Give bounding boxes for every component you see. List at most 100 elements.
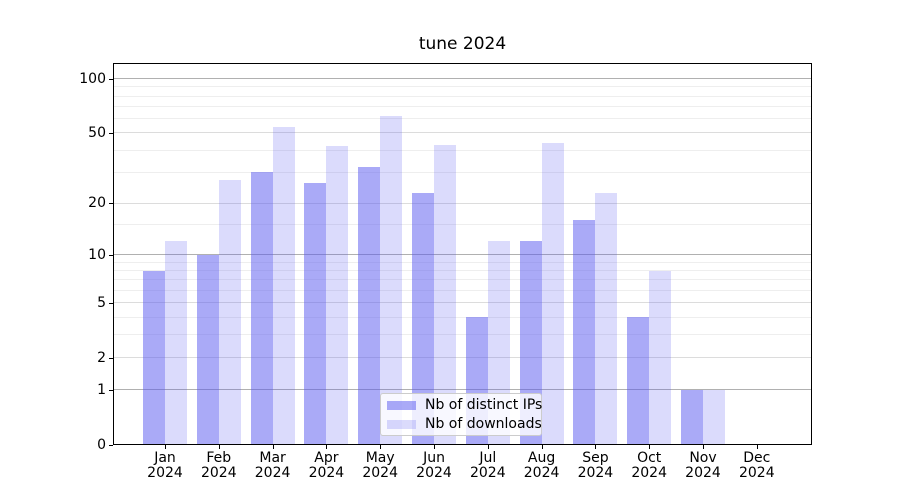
gridline-minor	[113, 261, 812, 263]
y-tick	[109, 78, 113, 80]
gridline-minor	[113, 171, 812, 173]
bar-distinct-ips-feb	[196, 254, 219, 445]
bar-downloads-feb	[218, 180, 241, 445]
x-tick-label: Oct 2024	[622, 451, 676, 481]
y-tick-label: 5	[97, 294, 106, 311]
gridline-minor	[113, 334, 812, 336]
x-tick-year: 2024	[523, 465, 560, 481]
x-tick-month: Jan	[154, 450, 176, 466]
x-tick	[595, 445, 597, 449]
bar-downloads-may	[380, 116, 403, 445]
legend-label-downloads: Nb of downloads	[425, 415, 542, 432]
gridline-minor	[113, 95, 812, 97]
bar-downloads-aug	[541, 142, 564, 445]
x-tick	[756, 445, 758, 449]
bar-downloads-mar	[272, 126, 295, 445]
x-tick	[380, 445, 382, 449]
x-tick	[541, 445, 543, 449]
gridline-major	[113, 132, 812, 134]
x-tick-month: Oct	[637, 450, 662, 466]
gridline-minor	[113, 86, 812, 88]
gridline-major	[113, 78, 812, 80]
y-tick-label: 10	[88, 246, 106, 263]
y-tick-label: 20	[88, 195, 106, 212]
x-tick	[703, 445, 704, 449]
gridline-minor	[113, 316, 812, 318]
gridline-major	[113, 389, 812, 391]
x-tick-label: Apr 2024	[299, 451, 353, 481]
x-tick-year: 2024	[254, 465, 291, 481]
gridline-major	[113, 254, 812, 256]
y-tick	[109, 132, 113, 134]
y-tick-label: 100	[79, 70, 106, 87]
x-tick-year: 2024	[416, 465, 452, 481]
y-tick-label: 2	[97, 349, 106, 366]
x-tick-label: Aug 2024	[515, 451, 569, 481]
x-tick-year: 2024	[308, 465, 345, 481]
y-tick	[109, 254, 113, 256]
x-tick-label: Jan 2024	[138, 451, 192, 481]
bar-downloads-oct	[649, 270, 672, 445]
x-tick-year: 2024	[577, 465, 614, 481]
y-tick-label: 0	[97, 437, 106, 453]
x-tick-year: 2024	[738, 465, 775, 481]
bar-downloads-jun	[434, 144, 456, 445]
gridline-minor	[113, 270, 812, 272]
bar-downloads-apr	[326, 146, 349, 445]
bar-distinct-ips-nov	[681, 389, 703, 445]
x-tick-month: Apr	[314, 450, 339, 466]
x-tick-month: Mar	[259, 450, 286, 466]
bar-downloads-nov	[703, 389, 725, 445]
x-tick	[434, 445, 435, 449]
x-tick-year: 2024	[631, 465, 667, 481]
legend-label-distinct-ips: Nb of distinct IPs	[425, 396, 543, 413]
x-tick-year: 2024	[469, 465, 506, 481]
bar-distinct-ips-jan	[143, 270, 165, 445]
x-tick	[218, 445, 220, 449]
x-tick-month: Dec	[743, 450, 771, 466]
x-tick-label: May 2024	[353, 451, 407, 481]
y-tick-label: 1	[97, 381, 106, 398]
x-tick-month: Jul	[479, 450, 497, 466]
bar-distinct-ips-oct	[627, 317, 650, 445]
x-tick-month: Nov	[689, 450, 717, 466]
legend-item-distinct-ips: Nb of distinct IPs	[387, 396, 543, 413]
x-tick-month: Sep	[582, 450, 609, 466]
x-tick-label: Jun 2024	[407, 451, 461, 481]
x-tick-label: Mar 2024	[246, 451, 300, 481]
x-tick-label: Sep 2024	[568, 451, 622, 481]
legend-swatch-distinct-ips	[387, 400, 416, 410]
x-tick	[326, 445, 328, 449]
y-tick	[109, 357, 113, 359]
x-tick-label: Jul 2024	[461, 451, 515, 481]
y-tick	[109, 389, 113, 391]
x-tick-label: Feb 2024	[192, 451, 246, 481]
legend-item-downloads: Nb of downloads	[387, 415, 542, 432]
bar-distinct-ips-may	[358, 167, 381, 445]
y-tick-label: 50	[88, 124, 106, 141]
x-tick-year: 2024	[362, 465, 398, 481]
x-tick-label: Nov 2024	[676, 451, 730, 481]
legend: Nb of distinct IPs Nb of downloads	[380, 393, 542, 436]
gridline-major	[113, 202, 812, 204]
gridline-minor	[113, 149, 812, 151]
legend-swatch-downloads	[387, 419, 416, 429]
x-tick	[649, 445, 651, 449]
y-tick	[109, 203, 113, 205]
gridline-minor	[113, 106, 812, 108]
y-tick	[109, 445, 113, 446]
x-tick-label: Dec 2024	[730, 451, 784, 481]
gridline-minor	[113, 224, 812, 226]
x-tick-month: May	[365, 450, 395, 466]
bar-distinct-ips-jun	[412, 192, 434, 445]
bar-downloads-sep	[595, 192, 618, 445]
chart-title: tune 2024	[418, 34, 507, 54]
x-tick	[165, 445, 166, 449]
bar-distinct-ips-sep	[573, 220, 596, 445]
gridline-major	[113, 302, 812, 304]
x-tick	[487, 445, 489, 449]
bar-downloads-jan	[165, 241, 187, 445]
gridline-minor	[113, 118, 812, 120]
x-tick-year: 2024	[685, 465, 721, 481]
